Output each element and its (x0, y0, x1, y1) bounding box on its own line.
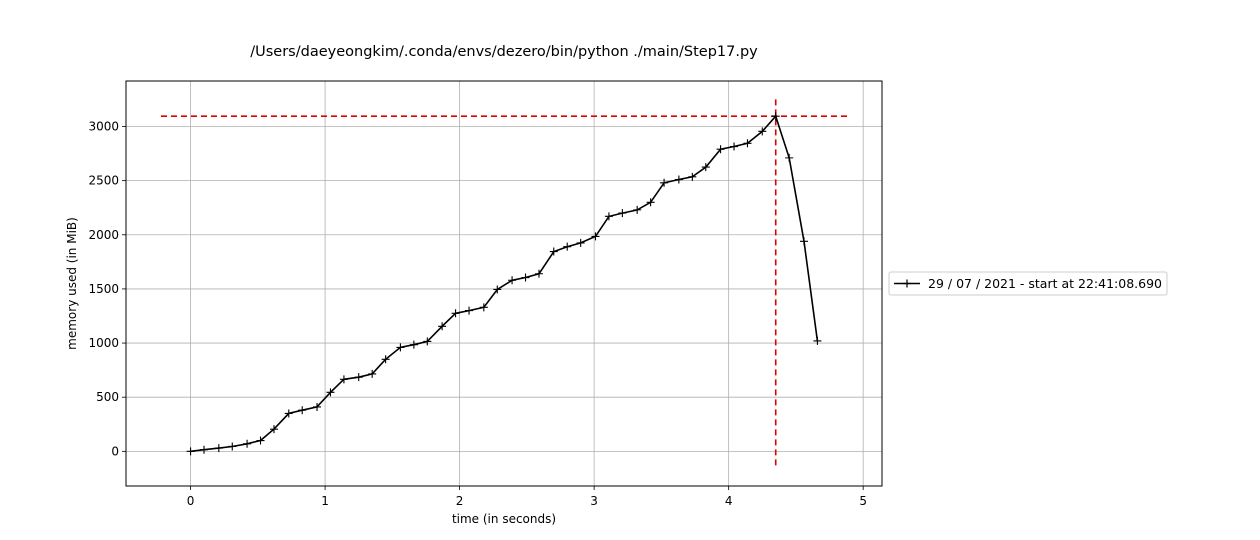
data-point (368, 369, 377, 378)
data-point (438, 322, 447, 331)
plot-frame (125, 80, 883, 487)
y-tick-label: 500 (96, 390, 119, 404)
data-point (701, 163, 710, 172)
x-tick-label: 5 (859, 494, 867, 508)
y-tick-label: 1000 (88, 336, 119, 350)
data-point (576, 238, 585, 247)
data-point (799, 237, 808, 246)
data-point (409, 340, 418, 349)
data-point (200, 445, 209, 454)
data-point (633, 205, 642, 214)
data-point (674, 175, 683, 184)
legend-entry-label: 29 / 07 / 2021 - start at 22:41:08.690 (928, 276, 1162, 291)
data-point (618, 209, 627, 218)
y-tick-label: 2500 (88, 174, 119, 188)
data-point (591, 232, 600, 241)
data-point (508, 276, 517, 285)
data-point (534, 269, 543, 278)
data-point (243, 439, 252, 448)
y-tick-label: 3000 (88, 119, 119, 133)
data-point (604, 212, 613, 221)
data-point (228, 442, 237, 451)
y-tick-label: 2000 (88, 228, 119, 242)
data-point (479, 303, 488, 312)
data-point (660, 178, 669, 187)
data-point (256, 436, 265, 445)
y-tick-label: 1500 (88, 282, 119, 296)
data-point (326, 388, 335, 397)
legend: 29 / 07 / 2021 - start at 22:41:08.690 (888, 271, 1168, 296)
data-point (214, 444, 223, 453)
x-tick-label: 0 (187, 494, 195, 508)
y-axis-label: memory used (in MiB) (65, 217, 79, 350)
data-point (743, 139, 752, 148)
series-layer (186, 112, 822, 456)
x-tick-label: 3 (590, 494, 598, 508)
data-point (549, 247, 558, 256)
data-point (813, 336, 822, 345)
x-tick-label: 1 (321, 494, 329, 508)
data-point (298, 406, 307, 415)
data-point (730, 142, 739, 151)
data-point (354, 373, 363, 382)
data-point (493, 285, 502, 294)
data-point (688, 172, 697, 181)
data-point (396, 343, 405, 352)
legend-box (888, 271, 1168, 296)
data-point (423, 337, 432, 346)
series-line (190, 114, 819, 453)
grid (126, 81, 882, 486)
data-point (646, 198, 655, 207)
x-axis-label: time (in seconds) (452, 512, 556, 526)
x-tick-label: 4 (725, 494, 733, 508)
data-point (758, 127, 767, 136)
data-point (186, 447, 195, 456)
data-point (521, 273, 530, 282)
data-point (465, 306, 474, 315)
data-point (339, 375, 348, 384)
chart-title: /Users/daeyeongkim/.conda/envs/dezero/bi… (250, 44, 758, 60)
data-point (269, 425, 278, 434)
x-tick-label: 2 (456, 494, 464, 508)
y-tick-label: 0 (111, 444, 119, 458)
data-point (785, 153, 794, 162)
peak-markers (160, 99, 848, 468)
axis-ticks: 0 1 2 3 4 5 0 500 1000 1500 2000 2500 3000 (88, 119, 867, 508)
data-point (451, 309, 460, 318)
data-point (771, 112, 780, 121)
legend-marker (903, 279, 911, 288)
data-point (381, 355, 390, 364)
data-point (313, 402, 322, 411)
data-point (284, 409, 293, 418)
data-point (563, 242, 572, 251)
data-point (716, 145, 725, 154)
